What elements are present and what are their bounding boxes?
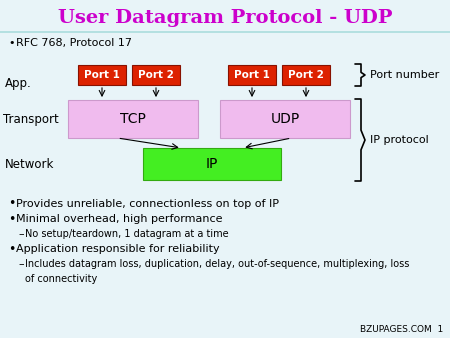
Text: UDP: UDP [270, 112, 300, 126]
Text: Includes datagram loss, duplication, delay, out-of-sequence, multiplexing, loss: Includes datagram loss, duplication, del… [25, 259, 410, 269]
Text: •: • [8, 197, 15, 211]
Text: •: • [8, 213, 15, 225]
Text: Minimal overhead, high performance: Minimal overhead, high performance [16, 214, 222, 224]
Text: Port number: Port number [370, 70, 439, 80]
Text: –: – [18, 259, 23, 269]
Text: •: • [8, 38, 14, 48]
Text: of connectivity: of connectivity [25, 274, 97, 284]
Text: Provides unreliable, connectionless on top of IP: Provides unreliable, connectionless on t… [16, 199, 279, 209]
Text: Application responsible for reliability: Application responsible for reliability [16, 244, 220, 254]
Text: Port 1: Port 1 [84, 71, 120, 80]
Text: TCP: TCP [120, 112, 146, 126]
Text: RFC 768, Protocol 17: RFC 768, Protocol 17 [16, 38, 132, 48]
Text: –: – [18, 229, 23, 239]
FancyBboxPatch shape [143, 148, 281, 180]
FancyBboxPatch shape [132, 65, 180, 85]
FancyBboxPatch shape [78, 65, 126, 85]
Text: •: • [8, 242, 15, 256]
Text: User Datagram Protocol - UDP: User Datagram Protocol - UDP [58, 9, 392, 27]
FancyBboxPatch shape [282, 65, 330, 85]
Text: Port 1: Port 1 [234, 71, 270, 80]
Text: Port 2: Port 2 [288, 71, 324, 80]
Text: Port 2: Port 2 [138, 71, 174, 80]
Text: Transport: Transport [3, 114, 59, 126]
Text: No setup/teardown, 1 datagram at a time: No setup/teardown, 1 datagram at a time [25, 229, 229, 239]
Text: BZUPAGES.COM  1: BZUPAGES.COM 1 [360, 325, 443, 335]
Text: Network: Network [5, 159, 54, 171]
Text: IP protocol: IP protocol [370, 135, 429, 145]
FancyBboxPatch shape [68, 100, 198, 138]
Text: IP: IP [206, 157, 218, 171]
FancyBboxPatch shape [228, 65, 276, 85]
FancyBboxPatch shape [220, 100, 350, 138]
Text: App.: App. [5, 76, 32, 90]
